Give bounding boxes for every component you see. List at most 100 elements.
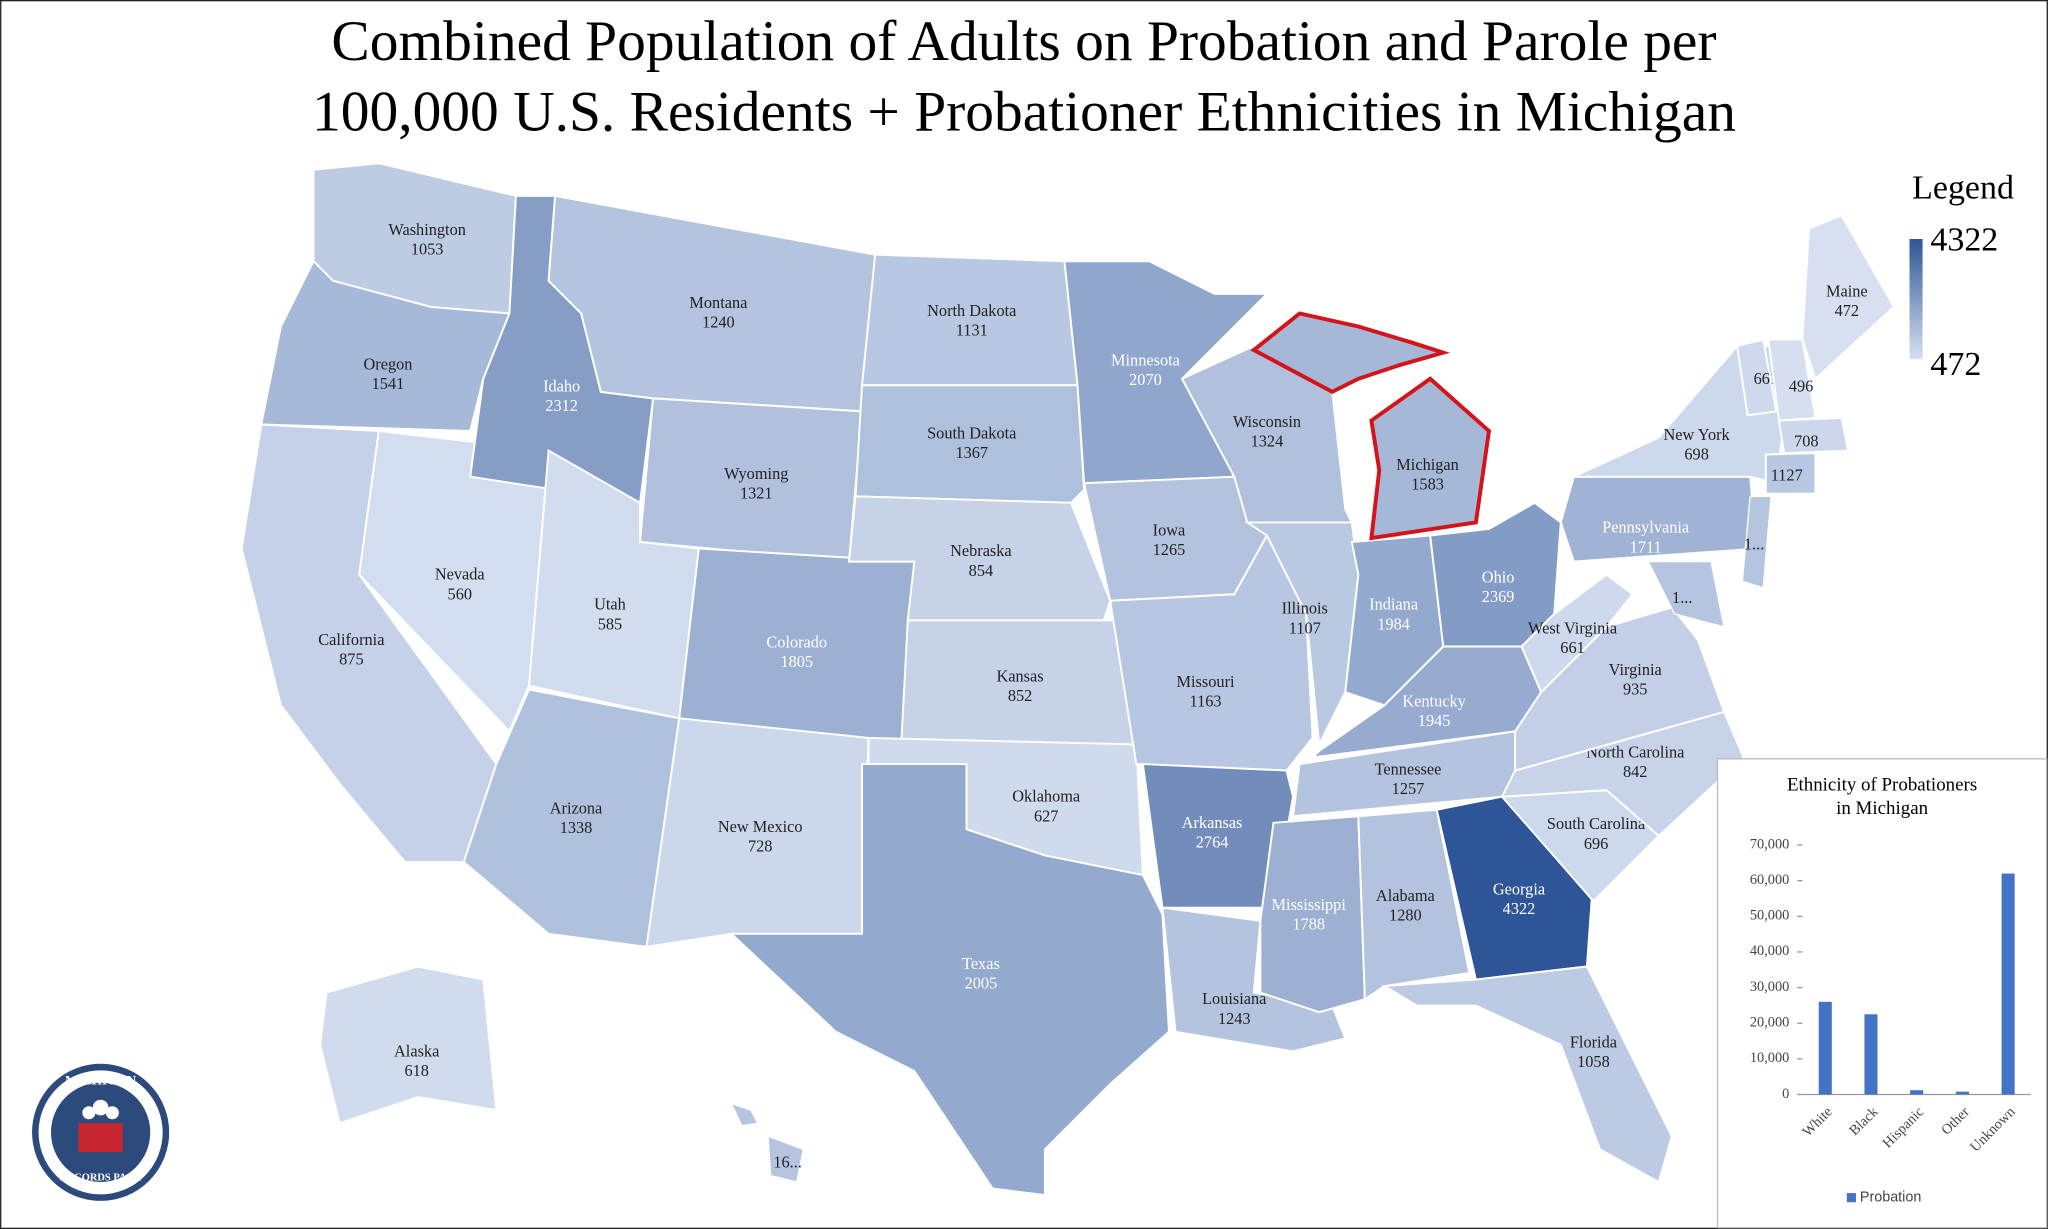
state-name: Tennessee: [1375, 759, 1442, 778]
state-value: 661: [1560, 638, 1584, 657]
state: [1736, 338, 1778, 417]
state-name: South Carolina: [1547, 814, 1646, 833]
state: [1520, 573, 1635, 694]
state-name: Missouri: [1177, 672, 1235, 691]
state-value: 1131: [956, 320, 988, 339]
state-name: Utah: [594, 595, 626, 614]
state: [1647, 560, 1725, 628]
state-name: Maine: [1826, 281, 1868, 300]
state-name: Arkansas: [1182, 813, 1243, 832]
state-name: Montana: [689, 293, 748, 312]
state-name: Iowa: [1153, 520, 1186, 539]
bar: [1864, 1014, 1878, 1095]
state-value: 585: [598, 614, 622, 633]
state-name: Mississippi: [1272, 895, 1347, 914]
state-value: 935: [1623, 680, 1647, 699]
inset-frame: [1716, 758, 2048, 1229]
legend: Legend 4322 472: [1909, 169, 2014, 383]
state: [1764, 452, 1817, 495]
state-name: Kansas: [997, 667, 1044, 686]
state-value: 1788: [1292, 915, 1325, 934]
state-name: Alabama: [1376, 886, 1436, 905]
state: [854, 384, 1086, 504]
inset-title: Ethnicity of Probationers: [1787, 775, 1977, 796]
state-name: Washington: [388, 220, 466, 239]
state-name: Pennsylvania: [1602, 518, 1690, 537]
state: [730, 1102, 805, 1183]
state-value: 708: [1794, 432, 1818, 451]
state-value: 1058: [1577, 1052, 1610, 1071]
bar: [1955, 1091, 1969, 1095]
state-name: Kentucky: [1402, 691, 1466, 710]
state-value: 1053: [411, 240, 444, 259]
state-value: 1107: [1289, 618, 1321, 637]
state: [728, 763, 1170, 1197]
logo-person: [105, 1106, 119, 1120]
state-value: 1984: [1377, 614, 1410, 633]
state-value: 1257: [1392, 779, 1425, 798]
state: [1357, 808, 1471, 1001]
logo: MICHIGAN RECORDS PAGE: [32, 1063, 170, 1201]
state-value: 1367: [955, 443, 988, 462]
legend-min: 472: [1930, 346, 1981, 383]
bar: [1910, 1090, 1924, 1095]
state-value: 1...: [1672, 588, 1692, 607]
state-name: Oregon: [363, 354, 412, 373]
state-value: 1265: [1153, 540, 1186, 559]
y-tick-label: 30,000: [1750, 979, 1789, 995]
bar: [1818, 1001, 1832, 1095]
state-value: 2369: [1482, 587, 1515, 606]
state-name: California: [318, 630, 385, 649]
state-name: South Dakota: [927, 424, 1017, 443]
state-value: 2764: [1196, 832, 1229, 851]
state-value: 698: [1684, 445, 1708, 464]
state-value: 1541: [372, 374, 405, 393]
state: [1801, 214, 1896, 381]
state-value: 854: [969, 561, 993, 580]
logo-flag: [78, 1123, 123, 1152]
state-value: 842: [1623, 762, 1647, 781]
logo-top: MICHIGAN: [65, 1072, 137, 1087]
title-line: Combined Population of Adults on Probati…: [331, 10, 1716, 73]
state-name: Florida: [1570, 1032, 1618, 1051]
state-name: Michigan: [1396, 455, 1459, 474]
state-value: 627: [1034, 806, 1058, 825]
y-tick-label: 70,000: [1750, 836, 1789, 852]
state: [319, 965, 498, 1125]
state-name: North Dakota: [927, 301, 1017, 320]
state-value: 4322: [1503, 899, 1536, 918]
state: [1514, 606, 1726, 772]
state-name: West Virginia: [1528, 618, 1618, 637]
state-value: 1321: [740, 484, 773, 503]
state-value: 2005: [965, 974, 998, 993]
state-name: Minnesota: [1111, 351, 1181, 370]
state-value: 618: [404, 1061, 428, 1080]
michigan-outline: [1250, 311, 1492, 541]
logo-person: [92, 1099, 109, 1116]
state-value: 1338: [560, 818, 593, 837]
state-name: Wyoming: [724, 464, 788, 483]
y-tick-label: 10,000: [1750, 1050, 1789, 1066]
state-value: 472: [1835, 301, 1859, 320]
legend-title: Legend: [1912, 169, 2014, 206]
state-name: Georgia: [1493, 879, 1546, 898]
state-value: 1163: [1190, 691, 1222, 710]
state-value: 560: [448, 584, 472, 603]
legend-gradient: [1909, 239, 1923, 360]
state-name: Texas: [962, 954, 1000, 973]
bar: [2001, 873, 2015, 1095]
state-value: 1583: [1411, 475, 1444, 494]
state: [1777, 416, 1850, 455]
y-tick-label: 60,000: [1750, 872, 1789, 888]
y-tick-label: 20,000: [1750, 1014, 1789, 1030]
legend-max: 4322: [1930, 222, 1998, 259]
state-value: 16...: [773, 1152, 802, 1171]
title-line: 100,000 U.S. Residents + Probationer Eth…: [312, 81, 1736, 144]
state-value: 852: [1008, 686, 1032, 705]
state-value: 1945: [1418, 711, 1451, 730]
legend-label: Probation: [1860, 1189, 1921, 1205]
logo-bottom: RECORDS PAGE: [60, 1172, 142, 1183]
